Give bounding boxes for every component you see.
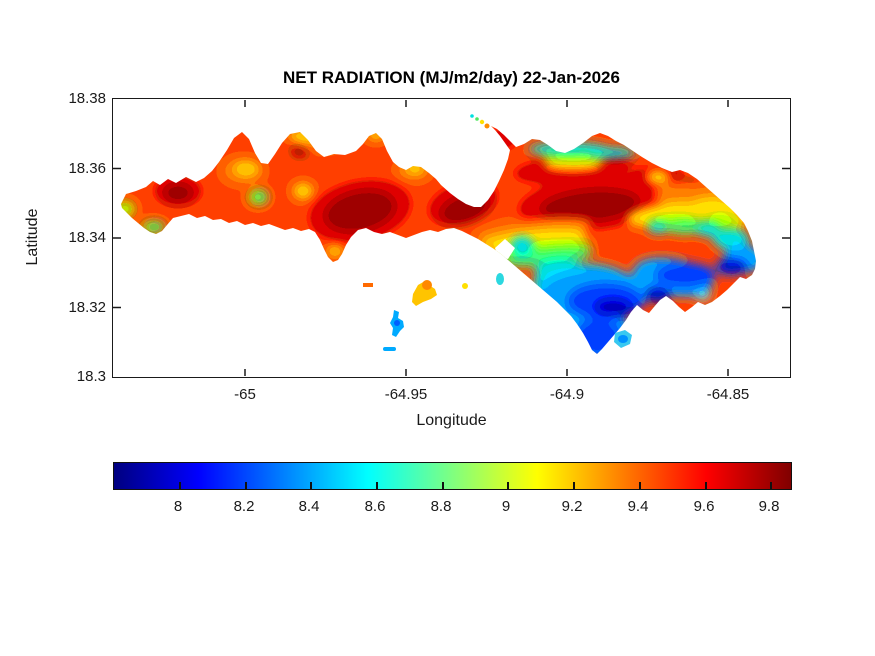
colorbar-tick [376,482,378,489]
island-landmass [121,126,756,354]
colorbar-label: 9.2 [561,498,583,515]
colorbar-tick [245,482,247,489]
colorbar-tick [705,482,707,489]
y-tick-label: 18.36 [68,160,106,177]
colorbar-label: 9.6 [693,498,715,515]
y-tick-label: 18.38 [68,90,106,107]
x-tick-label: -64.95 [384,386,428,403]
colorbar-label: 8.6 [364,498,386,515]
colorbar-label: 8.4 [298,498,320,515]
colorbar-label: 9 [501,498,511,515]
y-axis-label: Latitude [24,208,41,266]
x-axis-label: Longitude [416,412,487,429]
colorbar [113,462,792,490]
colorbar-label: 8.8 [430,498,452,515]
x-tick-label: -64.85 [706,386,750,403]
x-tick-label: -64.9 [549,386,585,403]
colorbar-tick [770,482,772,489]
colorbar-tick [507,482,509,489]
axis-ticks [113,100,790,376]
colorbar-tick [310,482,312,489]
colorbar-tick [573,482,575,489]
colorbar-label: 9.4 [627,498,649,515]
colorbar-tick [442,482,444,489]
colorbar-label: 9.8 [758,498,780,515]
x-tick-label: -65 [234,386,256,403]
colorbar-label: 8 [173,498,183,515]
y-tick-label: 18.32 [68,299,106,316]
y-tick-label: 18.34 [68,229,106,246]
colorbar-tick [179,482,181,489]
plot-title: NET RADIATION (MJ/m2/day) 22-Jan-2026 [283,68,620,87]
contour-map [113,100,790,376]
y-tick-label: 18.3 [76,368,106,385]
colorbar-label: 8.2 [233,498,255,515]
offshore-islets [363,114,632,351]
colorbar-tick [639,482,641,489]
